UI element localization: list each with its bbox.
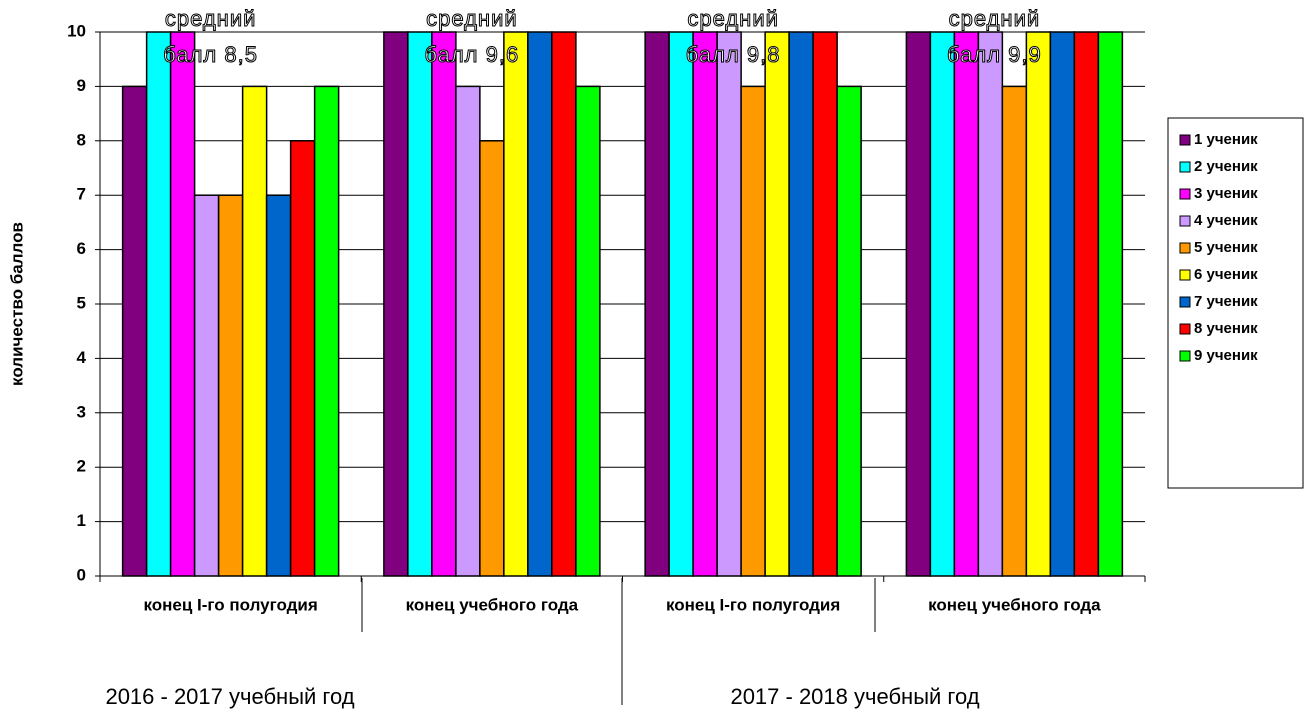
bar (527, 31, 553, 577)
bar (668, 31, 694, 577)
y-tick-label: 4 (77, 348, 87, 367)
bar (169, 31, 196, 577)
bar (1097, 31, 1124, 577)
bar (1049, 31, 1076, 577)
y-tick-label: 2 (77, 457, 86, 476)
legend-swatch (1179, 323, 1191, 335)
legend-swatch (1179, 134, 1191, 146)
y-tick-label: 9 (77, 76, 86, 95)
bar (977, 31, 1004, 577)
legend-label: 1 ученик (1194, 131, 1258, 148)
bar (692, 31, 718, 577)
bar (929, 31, 956, 577)
legend-label: 8 ученик (1194, 320, 1258, 337)
bar (644, 31, 670, 577)
bar (431, 31, 457, 577)
annotation: средний (426, 6, 518, 31)
bar (740, 85, 766, 577)
legend-swatch (1179, 242, 1191, 254)
bar (479, 140, 505, 577)
y-tick-label: 7 (77, 185, 86, 204)
y-tick-label: 5 (77, 293, 86, 312)
bar (503, 31, 529, 577)
bar (217, 194, 244, 577)
annotation: средний (165, 6, 257, 31)
group-label: 2017 - 2018 учебный год (730, 684, 979, 709)
bar (289, 140, 316, 577)
y-tick-label: 8 (77, 130, 86, 149)
x-tick-label: конец I-го полугодия (143, 595, 317, 614)
annotation: балл 9,6 (425, 42, 520, 67)
legend-label: 5 ученик (1194, 239, 1258, 256)
legend-label: 2 ученик (1194, 158, 1258, 175)
bar (788, 31, 814, 577)
bar (551, 31, 577, 577)
x-tick-label: конец I-го полугодия (666, 595, 840, 614)
bar (953, 31, 980, 577)
legend-label: 3 ученик (1194, 185, 1258, 202)
bar (1001, 85, 1028, 577)
legend-label: 9 ученик (1194, 347, 1258, 364)
legend-label: 7 ученик (1194, 293, 1258, 310)
bar (407, 31, 433, 577)
legend-swatch (1179, 215, 1191, 227)
bar (1025, 31, 1052, 577)
bar (121, 85, 148, 577)
x-tick-label: конец учебного года (406, 595, 579, 614)
annotation: средний (949, 6, 1041, 31)
annotation: средний (687, 6, 779, 31)
legend-swatch (1179, 296, 1191, 308)
y-tick-label: 3 (77, 402, 86, 421)
bar (716, 31, 742, 577)
legend-swatch (1179, 350, 1191, 362)
bar (313, 85, 340, 577)
bar (455, 85, 481, 577)
bar (764, 31, 790, 577)
annotation: балл 9,9 (947, 42, 1042, 67)
bar (575, 85, 601, 577)
bar (145, 31, 172, 577)
annotation: балл 9,8 (686, 42, 781, 67)
y-axis-label: количество баллов (7, 222, 26, 386)
bar (193, 194, 220, 577)
legend-swatch (1179, 188, 1191, 200)
group-label: 2016 - 2017 учебный год (105, 684, 354, 709)
bar (241, 85, 268, 577)
legend-swatch (1179, 161, 1191, 173)
y-tick-label: 1 (77, 511, 86, 530)
bar (265, 194, 292, 577)
annotation: балл 8,5 (163, 42, 258, 67)
y-tick-label: 6 (77, 239, 86, 258)
bar (383, 31, 409, 577)
bar (812, 31, 838, 577)
bar (1073, 31, 1100, 577)
y-tick-label: 0 (77, 565, 86, 584)
bar (836, 85, 862, 577)
legend-label: 6 ученик (1194, 266, 1258, 283)
y-tick-label: 10 (67, 21, 86, 40)
legend-label: 4 ученик (1194, 212, 1258, 229)
x-tick-label: конец учебного года (928, 595, 1101, 614)
legend-swatch (1179, 269, 1191, 281)
bar (905, 31, 932, 577)
